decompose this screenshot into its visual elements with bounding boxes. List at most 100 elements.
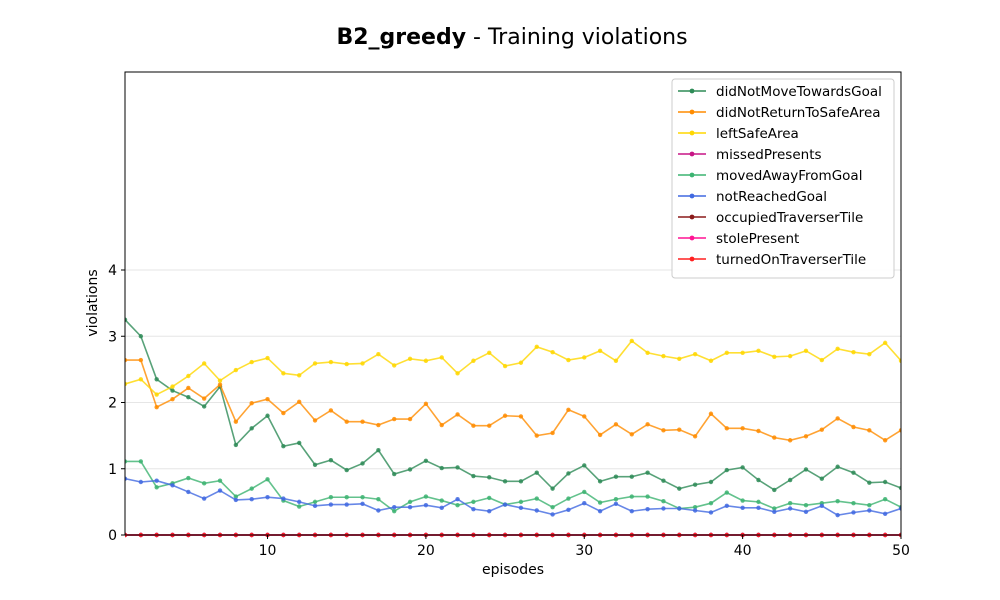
- data-point: [708, 510, 714, 515]
- data-point: [582, 463, 587, 468]
- data-point: [487, 475, 492, 480]
- data-point: [312, 418, 318, 423]
- data-point: [170, 384, 175, 389]
- series-line-didNotMoveTowardsGoal: [125, 319, 901, 491]
- legend-label: turnedOnTraverserTile: [716, 252, 866, 268]
- data-point: [835, 346, 840, 352]
- data-point: [439, 355, 444, 360]
- data-point: [645, 470, 650, 475]
- legend-label: leftSafeArea: [716, 126, 799, 142]
- data-point: [898, 428, 901, 433]
- data-point: [249, 400, 254, 406]
- data-point: [756, 348, 761, 354]
- data-point: [629, 338, 634, 344]
- data-point: [487, 495, 492, 501]
- data-point: [154, 478, 159, 483]
- data-point: [772, 435, 777, 440]
- data-point: [597, 508, 603, 514]
- data-point: [882, 438, 888, 443]
- data-point: [566, 496, 571, 501]
- data-point: [154, 392, 159, 397]
- data-point: [582, 355, 587, 360]
- legend-item: didNotMoveTowardsGoal: [678, 84, 882, 100]
- data-point: [867, 480, 872, 485]
- data-point: [867, 508, 872, 513]
- data-point: [233, 497, 239, 503]
- data-point: [677, 506, 682, 511]
- data-point: [740, 465, 745, 470]
- data-point: [125, 357, 128, 363]
- x-tick-label: 20: [417, 543, 435, 559]
- legend-label: notReachedGoal: [716, 189, 827, 205]
- data-point: [645, 494, 650, 499]
- data-point: [518, 479, 524, 484]
- data-point: [138, 479, 144, 485]
- data-point: [851, 510, 856, 515]
- series-didNotReturnToSafeArea: [125, 357, 901, 443]
- data-point: [803, 502, 809, 508]
- legend-item: didNotReturnToSafeArea: [678, 105, 881, 121]
- legend-item: stolePresent: [678, 231, 799, 247]
- data-point: [186, 475, 191, 481]
- data-point: [154, 485, 159, 490]
- legend-box: [671, 78, 895, 279]
- data-point: [803, 509, 809, 515]
- data-point: [597, 432, 603, 438]
- data-point: [819, 503, 825, 509]
- data-point: [170, 396, 175, 402]
- data-point: [740, 350, 745, 356]
- data-point: [487, 423, 492, 428]
- data-point: [851, 470, 856, 475]
- data-point: [772, 509, 777, 515]
- data-point: [787, 506, 793, 511]
- data-point: [708, 411, 714, 416]
- y-tick-label: 4: [108, 263, 117, 279]
- legend-item: missedPresents: [678, 147, 822, 163]
- data-point: [423, 502, 429, 508]
- data-point: [518, 499, 524, 505]
- data-point: [756, 505, 761, 511]
- data-point: [661, 478, 666, 483]
- series-didNotMoveTowardsGoal: [125, 317, 901, 493]
- data-point: [629, 508, 634, 514]
- data-point: [740, 505, 745, 511]
- data-point: [265, 495, 270, 500]
- data-point: [566, 507, 571, 513]
- data-point: [677, 486, 682, 491]
- data-point: [756, 428, 761, 434]
- data-point: [392, 416, 397, 422]
- data-point: [502, 502, 508, 507]
- data-point: [170, 388, 175, 393]
- data-point: [439, 498, 444, 503]
- series-notReachedGoal: [125, 476, 901, 518]
- plot-frame: [124, 71, 902, 536]
- data-point: [297, 440, 302, 446]
- data-point: [407, 356, 413, 361]
- data-point: [534, 496, 539, 501]
- data-point: [502, 363, 508, 369]
- data-point: [708, 479, 714, 485]
- data-point: [344, 502, 349, 507]
- data-point: [249, 486, 254, 491]
- data-point: [708, 358, 714, 363]
- data-point: [518, 360, 524, 365]
- data-point: [597, 348, 603, 354]
- data-point: [645, 506, 650, 512]
- data-point: [423, 458, 429, 463]
- series-line-leftSafeArea: [125, 339, 901, 396]
- data-point: [471, 423, 476, 428]
- series-leftSafeArea: [125, 338, 901, 397]
- data-point: [281, 371, 286, 376]
- data-point: [138, 357, 144, 363]
- data-point: [186, 385, 191, 391]
- data-point: [613, 358, 619, 363]
- data-point: [550, 504, 555, 510]
- data-point: [550, 486, 555, 491]
- legend-label: didNotReturnToSafeArea: [716, 105, 881, 121]
- data-point: [297, 373, 302, 378]
- data-point: [787, 353, 793, 359]
- legend-marker: [689, 193, 695, 199]
- chart-title: B2_greedy - Training violations: [336, 25, 687, 50]
- data-point: [835, 464, 840, 469]
- data-point: [803, 348, 809, 354]
